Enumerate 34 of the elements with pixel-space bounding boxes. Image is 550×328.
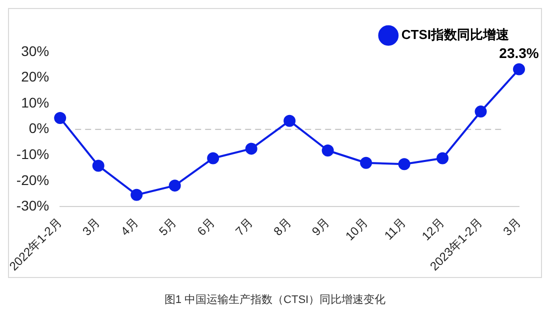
point bbox=[360, 156, 372, 169]
point bbox=[436, 152, 449, 164]
point bbox=[207, 152, 220, 164]
point bbox=[54, 112, 66, 124]
caption: 图1 中国运输生产指数（CTSI）同比增速变化 bbox=[163, 292, 387, 307]
y-tick-label: -30% bbox=[16, 198, 50, 214]
x-tick-label: 8月 bbox=[270, 215, 294, 238]
x-tick-label: 7月 bbox=[232, 215, 256, 238]
x-tick-label: 3月 bbox=[500, 215, 524, 238]
point bbox=[284, 114, 296, 127]
y-tick-label: 20% bbox=[21, 68, 50, 85]
data-label: 23.3% bbox=[499, 45, 540, 62]
y-tick-label: -20% bbox=[16, 172, 50, 188]
point bbox=[474, 106, 487, 118]
point bbox=[92, 160, 104, 172]
x-tick-label: 9月 bbox=[309, 215, 332, 238]
y-tick-label: 30% bbox=[21, 42, 50, 59]
point bbox=[130, 188, 143, 201]
x-tick-label: 6月 bbox=[194, 215, 218, 238]
x-tick-label: 11月 bbox=[382, 215, 409, 243]
point bbox=[398, 158, 410, 170]
point bbox=[168, 180, 181, 192]
x-tick-label: 12月 bbox=[419, 215, 447, 244]
x-tick-label: 5月 bbox=[156, 215, 180, 238]
y-tick-label: 0% bbox=[28, 120, 50, 136]
x-tick-label: 3月 bbox=[80, 215, 103, 238]
x-tick-label: 4月 bbox=[118, 215, 142, 238]
point bbox=[245, 142, 258, 155]
point bbox=[322, 144, 334, 156]
x-tick-label: 10月 bbox=[342, 215, 370, 244]
y-tick-label: 10% bbox=[21, 94, 50, 110]
point bbox=[513, 63, 525, 76]
y-tick-label: -10% bbox=[16, 146, 50, 162]
legend-label: CTSI指数同比增速 bbox=[401, 27, 510, 42]
